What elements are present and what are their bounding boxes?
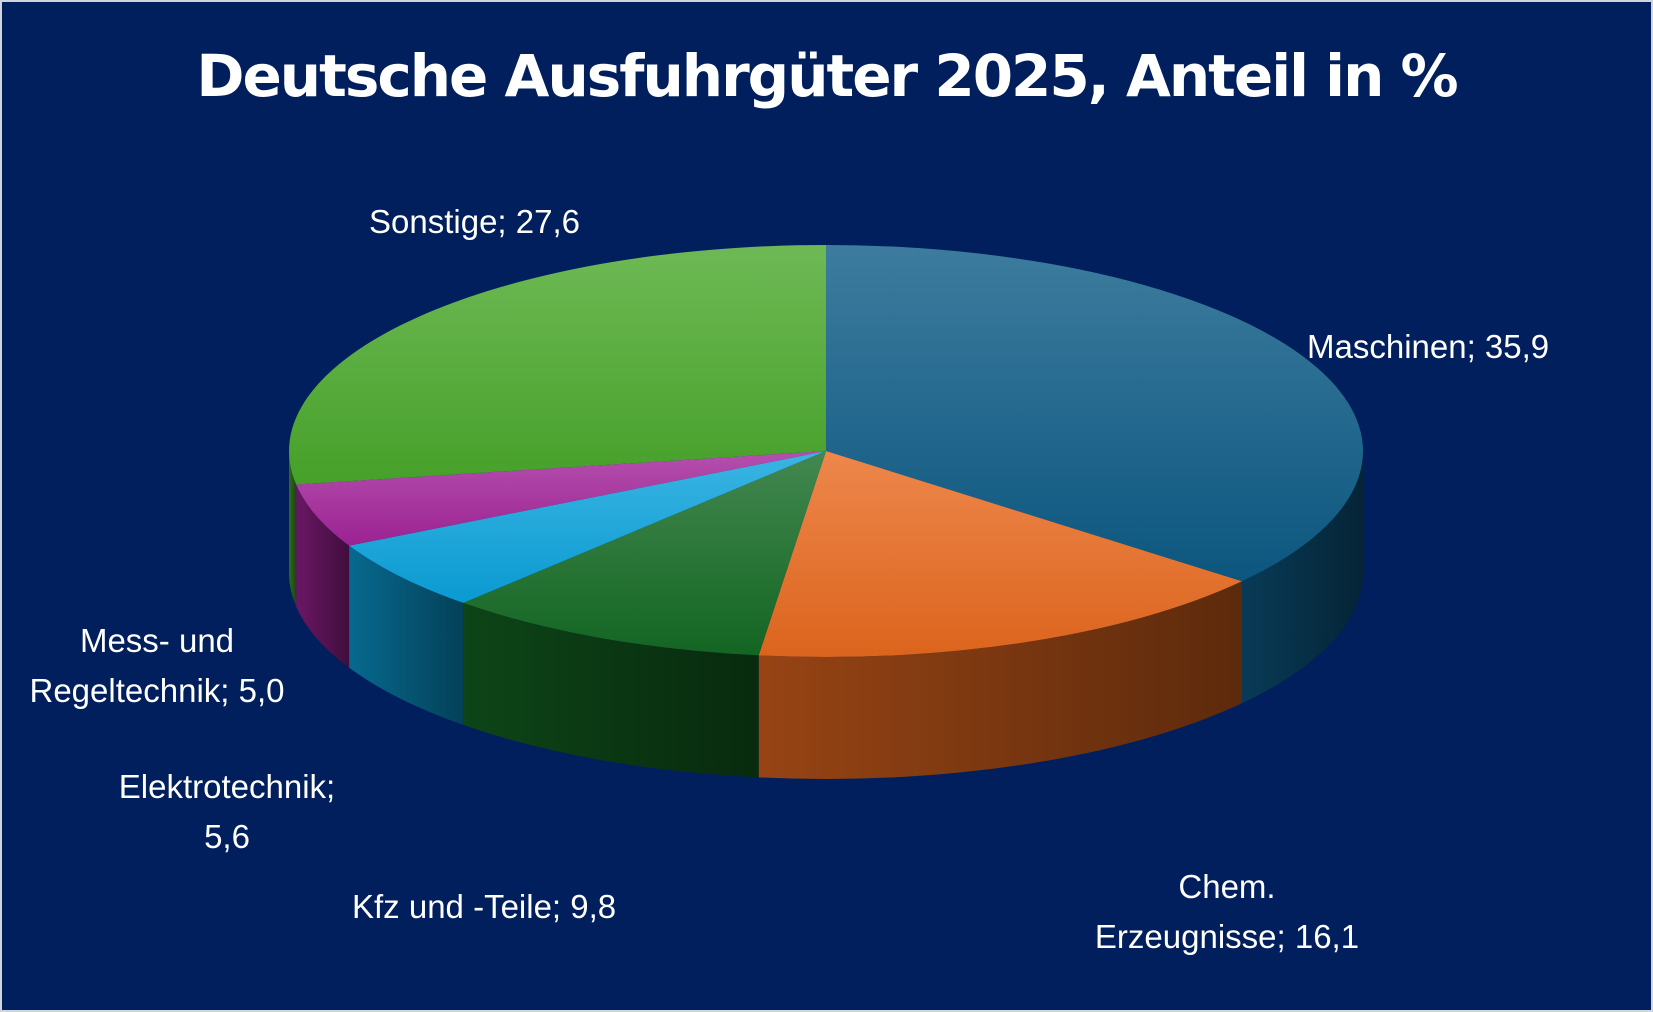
pie-side-sonstige <box>289 451 297 607</box>
pie-slice-kfz-und-teile <box>463 451 826 656</box>
label-sonstige: Sonstige; 27,6 <box>369 203 580 240</box>
chart-title: Deutsche Ausfuhrgüter 2025, Anteil in % <box>196 42 1458 110</box>
pie-side-chem-erzeugnisse <box>758 581 1242 779</box>
pie-slice-elektrotechnik <box>349 451 826 603</box>
label-mess-und-regeltechnik: Mess- und Regeltechnik; 5,0 <box>29 622 285 709</box>
pie-side-mess-und-regeltechnik <box>296 484 350 668</box>
pie-slice-maschinen <box>826 245 1364 582</box>
label-chem-erzeugnisse: Chem. Erzeugnisse; 16,1 <box>1094 868 1360 955</box>
pie-side-elektrotechnik <box>349 545 464 725</box>
label-elektrotechnik: Elektrotechnik; 5,6 <box>118 768 336 855</box>
pie-side-maschinen <box>1241 451 1364 704</box>
pie-slice-sonstige <box>288 245 826 485</box>
pie-slice-chem-erzeugnisse <box>758 451 1242 657</box>
label-maschinen: Maschinen; 35,9 <box>1307 328 1550 365</box>
pie-side-kfz-und-teile <box>463 602 759 778</box>
pie-slice-mess-und-regeltechnik <box>296 451 826 546</box>
label-kfz-und-teile: Kfz und -Teile; 9,8 <box>352 888 617 925</box>
